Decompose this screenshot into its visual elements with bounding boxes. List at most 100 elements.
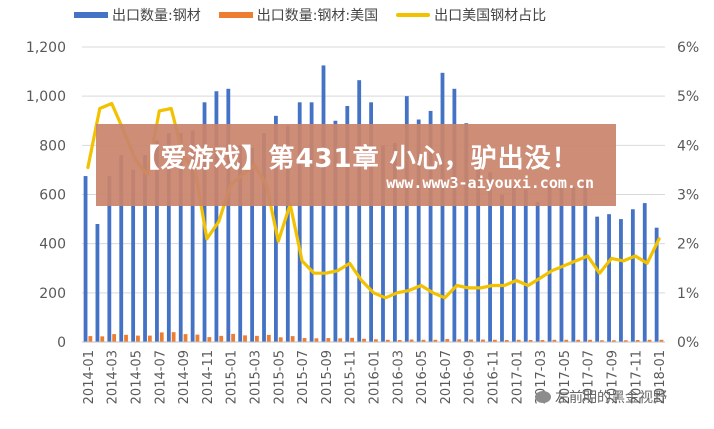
x-tick-label: 2014-07 xyxy=(153,350,168,404)
y-left-tick-label: 600 xyxy=(39,188,66,204)
bar-steel-exports xyxy=(369,102,373,342)
bar-steel-exports xyxy=(357,80,362,342)
bar-steel-exports-us xyxy=(552,339,557,342)
x-tick-label: 2016-11 xyxy=(486,350,501,404)
x-tick-label: 2017-07 xyxy=(582,350,597,404)
x-tick-label: 2015-05 xyxy=(272,350,287,404)
bar-steel-exports-us xyxy=(576,339,581,342)
bar-steel-exports-us xyxy=(100,336,105,342)
legend-label-us: 出口数量:钢材:美国 xyxy=(256,8,379,24)
y-right-tick-label: 3% xyxy=(677,188,699,204)
bar-steel-exports xyxy=(155,140,159,342)
banner-url[interactable]: www.www3-aiyouxi.com.cn xyxy=(386,174,594,192)
bar-steel-exports-us xyxy=(266,334,271,342)
y-axis-right: 0% 1% 2% 3% 4% 5% 6% xyxy=(677,40,699,351)
bar-steel-exports-us xyxy=(623,340,628,342)
bar-steel-exports xyxy=(381,145,385,342)
bar-steel-exports xyxy=(95,224,100,342)
bar-steel-exports-us xyxy=(124,334,128,342)
bar-steel-exports xyxy=(523,189,528,342)
x-axis: 2014-01 2014-03 2014-05 2014-07 2014-09 2014-… xyxy=(82,341,668,404)
bar-steel-exports-us xyxy=(88,336,93,342)
bar-steel-exports xyxy=(119,155,124,342)
bar-steel-exports-us xyxy=(659,339,664,342)
bar-steel-exports xyxy=(559,182,564,342)
bar-steel-exports-us xyxy=(338,338,343,342)
bar-steel-exports-us xyxy=(183,334,188,342)
x-tick-label: 2016-01 xyxy=(368,350,383,404)
bar-steel-exports-us xyxy=(362,338,366,342)
x-tick-label: 2016-07 xyxy=(439,350,454,404)
bar-steel-exports xyxy=(333,120,338,342)
bar-steel-exports xyxy=(630,209,635,342)
wechat-icon xyxy=(535,391,551,403)
bar-steel-exports xyxy=(476,145,481,342)
x-tick-label: 2017-09 xyxy=(605,350,620,404)
bar-steel-exports xyxy=(416,119,421,342)
bar-steel-exports-us xyxy=(255,335,259,342)
bar-steel-exports-us xyxy=(635,340,640,342)
bar-steel-exports-us xyxy=(504,340,509,342)
legend-swatch-us xyxy=(218,12,253,18)
bar-steel-exports-us xyxy=(231,333,236,342)
x-tick-label: 2017-11 xyxy=(629,350,644,404)
bar-steel-exports-us xyxy=(147,335,152,342)
bar-steel-exports xyxy=(595,216,600,342)
bar-steel-exports-us xyxy=(397,340,402,342)
x-tick-label: 2018-01 xyxy=(653,350,668,404)
legend-swatch-total xyxy=(74,12,108,18)
bar-steel-exports-us xyxy=(564,339,569,342)
x-tick-label: 2016-09 xyxy=(463,350,478,404)
bar-steel-exports-us xyxy=(171,332,176,342)
bar-steel-exports-us xyxy=(528,340,533,342)
bar-steel-exports xyxy=(464,123,469,342)
bar-steel-exports xyxy=(607,214,611,342)
x-tick-label: 2017-05 xyxy=(558,350,573,404)
bar-steel-exports xyxy=(309,102,314,342)
bar-steel-exports-us xyxy=(516,339,521,342)
bar-steel-exports-us xyxy=(600,340,604,342)
bar-steel-exports-us xyxy=(219,335,224,342)
legend-item-total: 出口数量:钢材 xyxy=(74,5,201,25)
bar-steel-exports xyxy=(488,172,492,342)
bar-steel-exports xyxy=(440,72,445,342)
legend-label-share: 出口美国钢材占比 xyxy=(434,8,547,24)
overlay-banner[interactable]: 【爱游戏】第431章 小心，驴出没！ www.www3-aiyouxi.com.… xyxy=(96,124,616,206)
bar-steel-exports-us xyxy=(481,339,485,342)
legend: 出口数量:钢材 出口数量:钢材:美国 出口美国钢材占比 xyxy=(74,5,546,25)
bar-steel-exports xyxy=(404,96,409,343)
x-tick-label: 2015-03 xyxy=(249,350,264,404)
bar-steel-exports-us xyxy=(374,339,378,342)
y-axis-left: 0 200 400 600 800 1,000 1,200 xyxy=(26,40,66,351)
legend-label-total: 出口数量:钢材 xyxy=(112,8,201,24)
bar-steel-exports xyxy=(285,125,290,343)
y-right-tick-label: 5% xyxy=(677,89,699,105)
watermark: 左前明的黑金视野 xyxy=(535,387,667,407)
bar-steel-exports xyxy=(547,184,552,342)
bar-steel-exports-us xyxy=(611,340,616,342)
bar-series-steel-exports-us xyxy=(88,332,664,342)
y-left-tick-label: 0 xyxy=(57,335,66,351)
bar-steel-exports-us xyxy=(136,335,140,342)
bar-steel-exports-us xyxy=(588,339,592,342)
bar-steel-exports-us xyxy=(492,339,497,342)
bar-steel-exports-us xyxy=(290,336,295,342)
bar-steel-exports xyxy=(642,203,647,342)
y-left-tick-label: 1,000 xyxy=(26,89,66,105)
bar-steel-exports-us xyxy=(195,334,200,342)
bar-steel-exports xyxy=(297,102,302,342)
bar-steel-exports xyxy=(131,169,136,342)
bar-steel-exports xyxy=(535,201,540,342)
bar-steel-exports-us xyxy=(445,339,450,342)
banner-title: 【爱游戏】第431章 小心，驴出没！ xyxy=(133,144,579,174)
bar-steel-exports xyxy=(214,91,219,342)
x-tick-label: 2014-11 xyxy=(201,350,216,404)
y-left-tick-label: 200 xyxy=(39,286,66,302)
x-tick-label: 2017-03 xyxy=(534,350,549,404)
x-tick-label: 2015-11 xyxy=(344,350,359,404)
bar-steel-exports xyxy=(107,176,112,342)
x-tick-label: 2014-09 xyxy=(177,350,192,404)
x-tick-label: 2016-05 xyxy=(415,350,430,404)
y-right-tick-label: 4% xyxy=(677,138,699,154)
